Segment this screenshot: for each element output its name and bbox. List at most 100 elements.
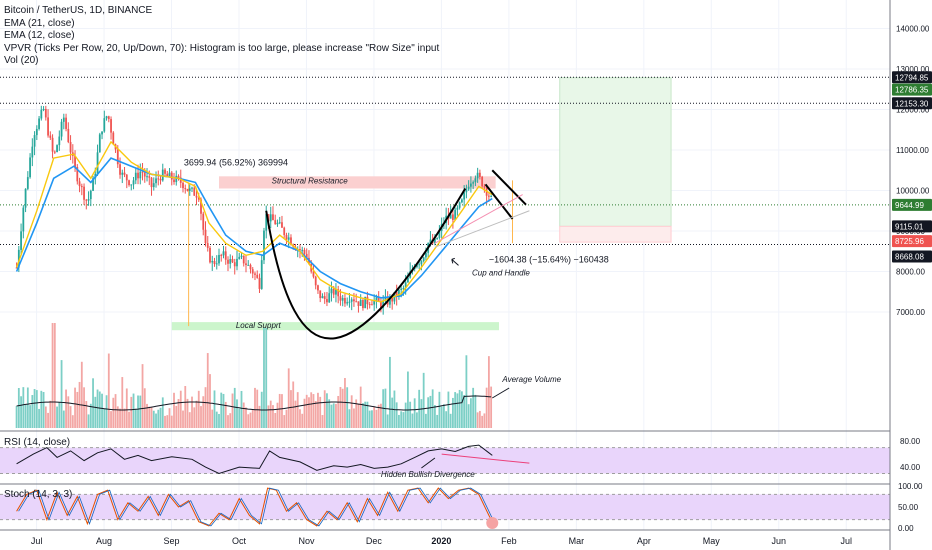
- candle-body-12: [42, 109, 45, 111]
- candle-body-109: [260, 260, 263, 289]
- candle-body-75: [184, 188, 187, 190]
- volume-bar-62: [155, 413, 157, 428]
- volume-bar-104: [249, 412, 252, 428]
- candle-body-99: [238, 256, 241, 259]
- volume-bar-132: [312, 394, 315, 428]
- candle-body-152: [357, 301, 360, 306]
- candle-body-16: [51, 137, 54, 152]
- candle-body-74: [182, 182, 184, 189]
- volume-bar-35: [94, 396, 97, 428]
- candle-body-24: [69, 141, 72, 153]
- volume-bars: [15, 323, 493, 428]
- candle-body-95: [229, 259, 232, 264]
- local-support-zone: [171, 322, 500, 331]
- candle-body-169: [395, 292, 398, 297]
- candle-body-72: [177, 175, 180, 178]
- volume-bar-181: [422, 372, 425, 428]
- volume-bar-205: [476, 412, 479, 428]
- volume-bar-171: [400, 411, 403, 428]
- volume-bar-51: [130, 396, 133, 428]
- candle-body-21: [62, 117, 65, 122]
- candle-body-60: [150, 177, 153, 188]
- volume-bar-170: [398, 414, 400, 428]
- volume-bar-8: [33, 389, 36, 428]
- volume-bar-78: [191, 396, 193, 428]
- candle-body-36: [96, 152, 99, 174]
- candle-body-37: [98, 134, 101, 153]
- volume-bar-53: [134, 409, 137, 428]
- candle-body-14: [47, 117, 49, 136]
- candle-body-63: [157, 178, 160, 180]
- volume-bar-74: [182, 410, 184, 428]
- volume-bar-130: [308, 397, 310, 428]
- volume-bar-86: [209, 374, 211, 428]
- volume-bar-70: [173, 392, 175, 428]
- candle-body-179: [418, 264, 421, 266]
- trend-line-grey: [434, 210, 530, 248]
- candle-body-173: [404, 282, 407, 289]
- stoch-d-line: [16, 487, 493, 527]
- candle-body-87: [211, 261, 214, 263]
- candle-body-96: [231, 259, 234, 263]
- candle-body-29: [80, 186, 83, 188]
- volume-bar-13: [44, 406, 47, 428]
- candle-body-118: [281, 222, 283, 228]
- volume-bar-5: [26, 387, 29, 428]
- volume-bar-48: [123, 408, 126, 428]
- volume-bar-172: [402, 412, 405, 428]
- volume-bar-195: [454, 392, 457, 428]
- candle-body-71: [175, 175, 178, 183]
- price-label-6: 8668.08: [895, 252, 924, 261]
- candle-body-186: [434, 238, 436, 244]
- candle-body-104: [249, 264, 252, 270]
- volume-bar-112: [267, 405, 270, 428]
- volume-bar-27: [76, 391, 79, 428]
- candle-body-70: [173, 179, 175, 183]
- candle-body-115: [274, 220, 277, 225]
- candle-body-120: [285, 235, 288, 240]
- rsi-label: RSI (14, close): [4, 437, 71, 448]
- volume-bar-150: [353, 408, 355, 428]
- volume-bar-156: [366, 401, 369, 428]
- candle-body-158: [371, 304, 373, 306]
- candle-body-137: [323, 296, 326, 299]
- volume-bar-199: [463, 394, 466, 428]
- divergence-arrow: [421, 457, 436, 469]
- candle-body-66: [164, 169, 166, 174]
- price-label-bg-3: [892, 198, 932, 211]
- candle-body-160: [375, 297, 378, 301]
- x-tick-label-5: Dec: [366, 536, 383, 546]
- volume-bar-23: [67, 396, 70, 428]
- volume-bar-184: [429, 395, 432, 428]
- candle-body-64: [159, 178, 162, 181]
- volume-bar-17: [53, 323, 56, 428]
- candle-body-100: [240, 255, 243, 257]
- stoch-k-line: [18, 487, 495, 527]
- price-label-1: 12786.35: [895, 86, 929, 95]
- volume-bar-9: [35, 390, 38, 428]
- candle-body-49: [125, 174, 128, 181]
- volume-bar-38: [101, 393, 103, 428]
- x-tick-label-1: Aug: [96, 536, 112, 546]
- structural-resistance-text: Structural Resistance: [272, 177, 349, 186]
- volume-bar-21: [62, 410, 65, 428]
- volume-bar-149: [350, 395, 353, 428]
- volume-bar-60: [150, 407, 153, 428]
- volume-bar-126: [299, 409, 301, 428]
- candle-body-101: [242, 255, 245, 264]
- candle-body-153: [359, 300, 362, 306]
- candle-body-85: [206, 243, 209, 248]
- volume-bar-14: [47, 412, 49, 428]
- volume-bar-54: [137, 395, 139, 428]
- candle-body-38: [101, 131, 103, 135]
- candle-body-50: [128, 180, 130, 185]
- candle-body-18: [56, 145, 58, 152]
- candle-body-163: [382, 300, 385, 308]
- candle-body-57: [143, 172, 146, 177]
- candle-body-119: [283, 227, 286, 236]
- volume-bar-157: [368, 410, 371, 428]
- candle-body-84: [204, 229, 207, 244]
- candle-body-11: [40, 109, 43, 119]
- volume-bar-145: [341, 388, 344, 428]
